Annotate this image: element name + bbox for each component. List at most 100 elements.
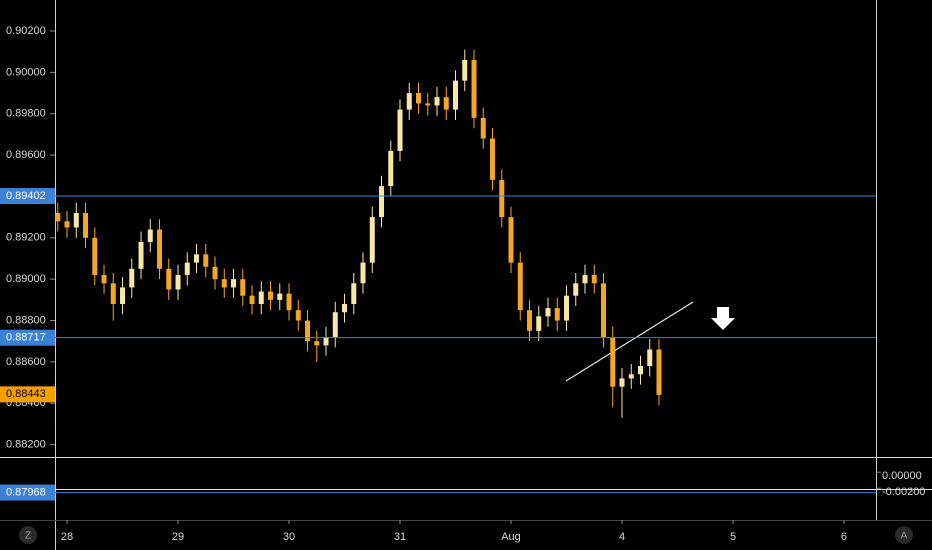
candle-body: [656, 349, 662, 395]
candle-body: [231, 279, 237, 288]
candle-body: [342, 303, 348, 313]
candle-body: [480, 117, 486, 139]
y-tick-label: 0.88600: [6, 356, 46, 368]
x-tick-label: 6: [841, 531, 847, 543]
candle-body: [166, 268, 172, 290]
candle-body: [388, 150, 394, 187]
candle-body: [175, 275, 181, 290]
candle-body: [258, 291, 264, 304]
x-tick-label: 31: [394, 531, 406, 543]
candle-body: [443, 97, 449, 110]
candle-body: [369, 217, 375, 263]
y-tick-label: 0.90200: [6, 25, 46, 37]
candle-body: [351, 283, 357, 304]
candle-body: [73, 212, 79, 228]
candle-body: [101, 275, 107, 284]
level-label-box: [0, 484, 55, 501]
scale-button[interactable]: [19, 526, 37, 544]
candle-body: [610, 337, 616, 387]
candle-body: [249, 295, 255, 304]
candle-body: [314, 341, 320, 346]
candle-body: [305, 320, 311, 342]
candle-body: [55, 212, 61, 222]
candle-body: [647, 349, 653, 367]
indicator-tick-label: 0.00000: [882, 470, 922, 482]
x-tick-label: Aug: [501, 531, 521, 543]
candle-body: [92, 237, 98, 276]
candle-body: [184, 262, 190, 276]
candle-body: [332, 312, 338, 338]
down-arrow-icon: [711, 307, 735, 330]
candle-body: [277, 293, 283, 300]
y-tick-label: 0.90000: [6, 66, 46, 78]
level-label-box: [0, 329, 55, 346]
candle-body: [471, 59, 477, 118]
candle-body: [517, 262, 523, 311]
level-label: 0.88717: [6, 332, 46, 344]
candle-body: [360, 262, 366, 284]
level-label: 0.87968: [6, 486, 46, 498]
candle-body: [573, 283, 579, 296]
candle-body: [212, 266, 218, 280]
candle-body: [425, 103, 431, 106]
y-tick-label: 0.89200: [6, 232, 46, 244]
indicator-tick-label: -0.00200: [882, 486, 925, 498]
x-tick-label: 29: [172, 531, 184, 543]
candle-body: [83, 212, 89, 238]
candle-body: [138, 241, 144, 269]
y-tick-label: 0.89600: [6, 149, 46, 161]
candle-body: [379, 186, 385, 218]
candle-body: [286, 293, 292, 311]
y-tick-label: 0.89000: [6, 273, 46, 285]
candle-body: [397, 109, 403, 151]
trend-line: [565, 301, 694, 382]
candle-body: [120, 287, 126, 304]
scale-button-label: Z: [25, 531, 31, 542]
candle-body: [601, 283, 607, 338]
candle-body: [536, 316, 542, 331]
x-tick-label: 28: [61, 531, 73, 543]
candle-body: [295, 310, 301, 321]
scale-button[interactable]: [895, 526, 913, 544]
y-tick-label: 0.88800: [6, 314, 46, 326]
candle-body: [638, 366, 644, 375]
candle-body: [268, 291, 274, 300]
x-tick-label: 4: [619, 531, 625, 543]
y-tick-label: 0.88200: [6, 438, 46, 450]
scale-button-label: A: [901, 531, 908, 542]
candle-body: [508, 217, 514, 263]
candle-body: [434, 97, 440, 106]
candle-body: [453, 80, 459, 110]
candle-body: [406, 93, 412, 110]
candle-body: [628, 374, 634, 379]
candle-body: [194, 254, 200, 263]
candle-body: [221, 279, 227, 288]
candle-body: [462, 59, 468, 81]
level-label: 0.89402: [6, 190, 46, 202]
candle-body: [416, 93, 422, 104]
candle-body: [499, 179, 505, 218]
y-tick-label: 0.89800: [6, 108, 46, 120]
candle-body: [591, 275, 597, 284]
candle-body: [129, 268, 135, 288]
x-tick-label: 30: [283, 531, 295, 543]
level-label-box: [0, 188, 55, 205]
candle-body: [564, 295, 570, 321]
last-price-box: [0, 386, 55, 403]
candle-body: [240, 279, 246, 296]
x-tick-label: 5: [730, 531, 736, 543]
candle-body: [157, 229, 163, 269]
last-price-label: 0.88443: [6, 388, 46, 400]
candle-body: [554, 308, 560, 321]
candle-body: [64, 221, 70, 228]
candle-body: [545, 308, 551, 317]
candle-body: [582, 275, 588, 284]
candle-body: [490, 138, 496, 180]
candle-body: [147, 229, 153, 242]
candle-body: [110, 283, 116, 304]
candle-body: [203, 254, 209, 267]
candle-body: [619, 378, 625, 387]
candle-body: [527, 310, 533, 331]
